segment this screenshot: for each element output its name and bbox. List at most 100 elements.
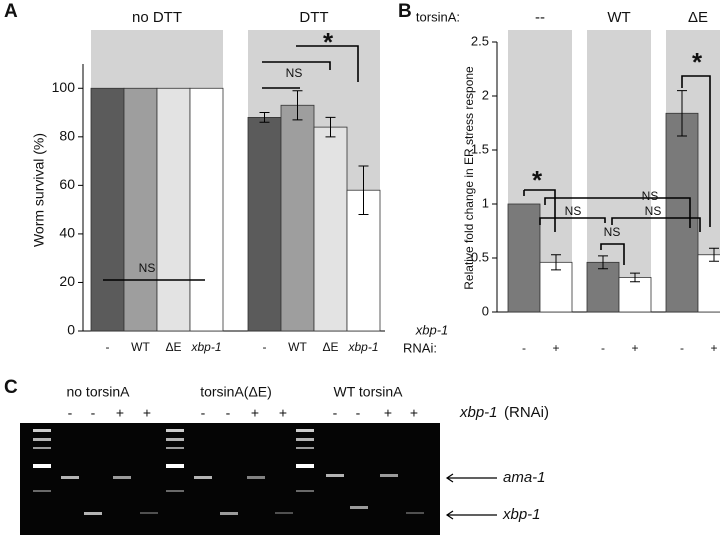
significance-bracket [539, 217, 606, 225]
lane-label: - [356, 405, 361, 421]
row-label: xbp-1 [415, 322, 449, 337]
bar [618, 277, 652, 313]
gel-bands [33, 429, 424, 515]
group-label: DTT [299, 9, 328, 26]
y-axis-label: Worm survival (%) [31, 133, 47, 247]
significance-bracket [262, 61, 331, 70]
condition-label: (RNAi) [504, 404, 549, 421]
x-tick-label: - [263, 340, 267, 354]
panel-label: A [4, 1, 18, 22]
bar [280, 104, 315, 332]
bar [586, 261, 620, 313]
y-tick-label: 100 [52, 79, 76, 95]
significance-bracket [296, 45, 359, 82]
significance-label: NS [604, 225, 621, 239]
error-bar [677, 90, 687, 137]
error-bar [551, 254, 561, 271]
x-tick-label: xbp-1 [190, 340, 221, 354]
bar [189, 87, 224, 332]
y-tick-label: 0 [482, 303, 489, 318]
gel-group: torsinA(ΔE) [200, 384, 272, 400]
y-tick-label: 1 [482, 195, 489, 210]
error-bar [292, 90, 303, 121]
x-tick-label: WT [288, 340, 307, 354]
gel-group: WT torsinA [334, 384, 404, 400]
bar [247, 117, 282, 332]
significance-label: * [323, 27, 334, 57]
x-tick-label: - [522, 341, 526, 355]
lane-label: + [143, 405, 151, 421]
significance-label: * [532, 165, 543, 195]
significance-bracket [544, 197, 691, 228]
error-bar [630, 272, 640, 283]
lane-label: - [333, 405, 338, 421]
bar [90, 87, 125, 332]
y-tick-label: 0.5 [471, 249, 489, 264]
x-tick-label: ΔE [322, 340, 338, 354]
bar [665, 112, 699, 313]
lane-label: + [279, 405, 287, 421]
y-tick-label: 20 [59, 273, 75, 289]
panel-label: B [398, 1, 412, 22]
y-tick-label: 40 [59, 225, 75, 241]
error-bar [598, 255, 608, 270]
band-label: xbp-1 [502, 506, 541, 523]
significance-bracket [611, 217, 701, 232]
group-label: no DTT [132, 9, 182, 26]
x-tick-label: + [552, 341, 559, 355]
bar [123, 87, 158, 332]
y-tick-label: 2.5 [471, 33, 489, 48]
y-tick-label: 80 [59, 128, 75, 144]
lane-label: - [201, 405, 206, 421]
lane-label: + [384, 405, 392, 421]
bar [539, 261, 573, 313]
row-label: RNAi: [403, 340, 437, 355]
lane-label: + [116, 405, 124, 421]
lane-label: + [410, 405, 418, 421]
condition-label: xbp-1 [459, 404, 498, 421]
error-bar [325, 116, 336, 138]
x-tick-label: WT [131, 340, 150, 354]
bar [156, 87, 191, 332]
y-tick-label: 1.5 [471, 141, 489, 156]
gel-image [20, 423, 440, 535]
lane-label: - [68, 405, 73, 421]
x-tick-label: - [680, 341, 684, 355]
significance-label: NS [565, 204, 582, 218]
x-tick-label: - [106, 340, 110, 354]
group-label: WT [607, 9, 630, 26]
y-tick-label: 2 [482, 87, 489, 102]
x-tick-label: + [710, 341, 717, 355]
significance-bracket [600, 243, 625, 265]
gel-group: no torsinA [66, 384, 130, 400]
error-bar [358, 165, 369, 215]
y-tick-label: 0 [67, 322, 75, 338]
x-tick-label: ΔE [165, 340, 181, 354]
x-tick-label: xbp-1 [347, 340, 378, 354]
significance-label: * [692, 47, 703, 77]
significance-bracket [681, 75, 711, 227]
band-label: ama-1 [503, 469, 546, 486]
bar [507, 203, 541, 313]
significance-label: NS [139, 261, 156, 275]
bar [697, 254, 720, 313]
x-tick-label: - [601, 341, 605, 355]
lane-label: - [91, 405, 96, 421]
significance-label: NS [645, 204, 662, 218]
group-header: torsinA: [416, 9, 460, 24]
y-axis-label: Relative fold change in ER stress respon… [462, 66, 476, 290]
error-bar [259, 112, 270, 123]
group-label: -- [535, 9, 545, 26]
significance-label: NS [642, 189, 659, 203]
lane-label: - [226, 405, 231, 421]
lane-label: + [251, 405, 259, 421]
bar [313, 126, 348, 332]
arrows [445, 473, 497, 520]
significance-label: NS [286, 66, 303, 80]
x-tick-label: + [631, 341, 638, 355]
y-tick-label: 60 [59, 176, 75, 192]
group-label: ΔE [688, 9, 708, 26]
error-bar [709, 247, 719, 262]
panel-label: C [4, 377, 18, 398]
